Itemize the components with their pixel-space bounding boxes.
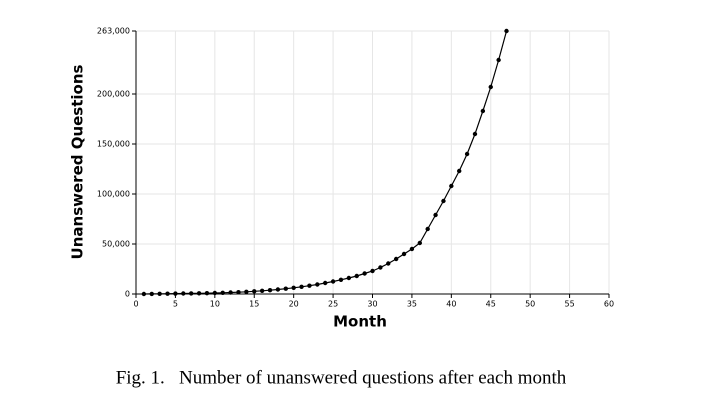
y-tick-label: 0 xyxy=(125,290,130,299)
data-point xyxy=(149,291,154,297)
x-tick-label: 55 xyxy=(564,300,574,309)
x-tick-label: 10 xyxy=(210,300,220,309)
x-tick-label: 35 xyxy=(407,300,417,309)
x-tick-label: 20 xyxy=(289,300,299,309)
data-point xyxy=(425,226,430,232)
data-point xyxy=(441,198,446,204)
data-point xyxy=(409,246,415,252)
data-point xyxy=(299,284,304,289)
data-point xyxy=(496,57,501,63)
data-point xyxy=(165,291,170,296)
data-point xyxy=(204,291,210,296)
data-point xyxy=(401,251,407,257)
data-point xyxy=(212,290,218,296)
data-line xyxy=(143,30,508,295)
data-point xyxy=(480,108,486,114)
data-point xyxy=(323,280,328,286)
data-point xyxy=(433,212,438,218)
data-point xyxy=(386,261,391,266)
y-tick-label: 100,000 xyxy=(97,190,130,199)
data-point xyxy=(236,290,241,295)
data-point xyxy=(378,265,383,270)
data-point xyxy=(449,183,454,189)
data-point xyxy=(141,291,147,297)
data-point xyxy=(259,288,265,293)
data-point xyxy=(244,289,249,294)
x-tick-label: 40 xyxy=(446,300,456,309)
data-point xyxy=(196,291,202,296)
data-point xyxy=(457,168,462,174)
data-point xyxy=(472,131,478,137)
x-tick-label: 5 xyxy=(173,300,178,309)
caption: Fig. 1. Number of unanswered questions a… xyxy=(116,367,567,388)
x-tick-label: 30 xyxy=(367,300,377,309)
y-tick-label: 200,000 xyxy=(97,90,130,99)
y-tick-label: 150,000 xyxy=(97,140,130,149)
data-point xyxy=(275,287,281,292)
data-point xyxy=(393,256,399,262)
data-point xyxy=(464,151,470,157)
data-point xyxy=(291,285,296,290)
data-point xyxy=(157,291,162,296)
data-point xyxy=(488,84,493,90)
x-tick-label: 0 xyxy=(133,300,138,309)
data-point xyxy=(315,282,320,287)
data-point xyxy=(346,275,352,281)
data-point xyxy=(220,290,225,295)
data-point xyxy=(362,271,367,276)
x-tick-label: 50 xyxy=(525,300,535,309)
x-axis-label: Month xyxy=(333,313,387,331)
data-point xyxy=(188,291,194,296)
data-point xyxy=(370,268,375,274)
x-tick-label: 60 xyxy=(604,300,614,309)
data-point xyxy=(417,240,422,246)
y-axis-label: Unanswered Questions xyxy=(69,64,87,259)
data-point xyxy=(252,289,257,294)
x-tick-label: 25 xyxy=(328,300,338,309)
data-point xyxy=(228,290,233,295)
data-point xyxy=(338,277,344,282)
y-tick-label: 263,000 xyxy=(97,27,130,36)
y-tick-label: 50,000 xyxy=(102,240,130,249)
data-point xyxy=(181,291,186,296)
data-point xyxy=(354,273,359,279)
x-tick-label: 15 xyxy=(249,300,259,309)
data-point xyxy=(307,283,312,288)
data-point xyxy=(330,279,336,284)
x-tick-label: 45 xyxy=(486,300,496,309)
data-point xyxy=(504,28,509,34)
data-point xyxy=(267,288,273,293)
data-point xyxy=(173,291,178,296)
data-point xyxy=(283,286,288,291)
